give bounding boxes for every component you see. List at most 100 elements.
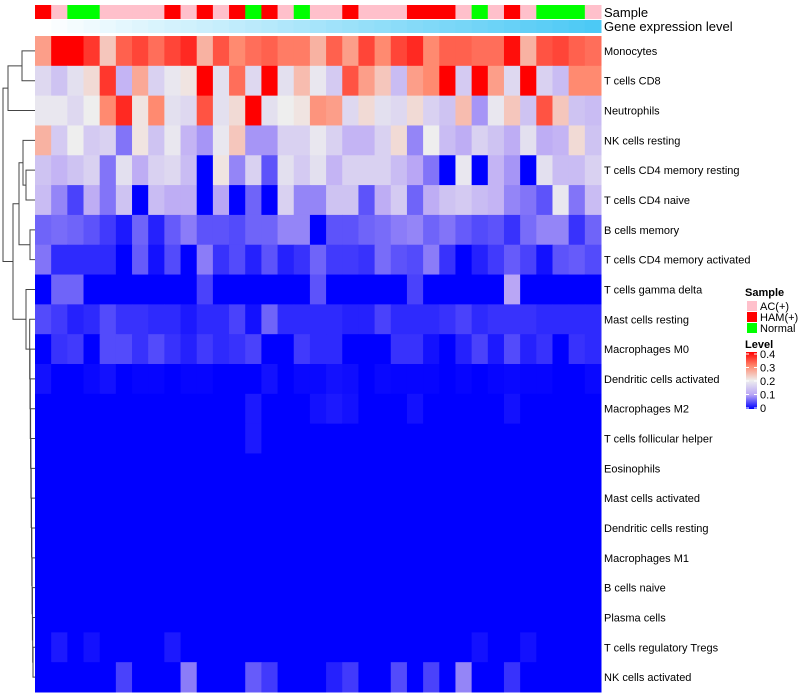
heatmap-cell (568, 542, 586, 574)
heatmap-cell (245, 393, 262, 425)
heatmap-cell (212, 244, 230, 276)
sample-annotation-cell (503, 5, 521, 19)
heatmap-cell (552, 95, 570, 126)
heatmap-cell (148, 274, 165, 305)
heatmap-cell (309, 304, 327, 335)
heatmap-cell (503, 274, 521, 305)
heatmap-cell (115, 423, 133, 454)
heatmap-cell (115, 602, 133, 633)
heatmap-cell (439, 274, 456, 305)
heatmap-cell (261, 364, 279, 395)
heatmap-cell (164, 304, 182, 335)
heatmap-cell (212, 125, 230, 156)
heatmap-cell (99, 36, 117, 67)
heatmap-cell (83, 214, 101, 246)
heatmap-cell (293, 542, 311, 574)
heatmap-cell (35, 244, 52, 276)
heatmap-cell (358, 65, 376, 97)
heatmap-cell (471, 65, 489, 97)
heatmap-cell (35, 542, 52, 574)
sample-annotation-cell (326, 5, 343, 19)
annotation-label-sample: Sample (604, 5, 648, 20)
heatmap-cell (390, 572, 408, 604)
heatmap-cell (115, 483, 133, 514)
heatmap-cell (35, 214, 52, 246)
heatmap-cell (180, 393, 198, 425)
heatmap-cell (164, 185, 182, 216)
heatmap-cell (406, 155, 424, 186)
heatmap-cell (536, 334, 553, 365)
heatmap-cell (67, 155, 85, 186)
sample-annotation-cell (115, 5, 133, 19)
heatmap-cell (536, 453, 553, 484)
heatmap-cell (358, 274, 376, 305)
heatmap-cell (520, 155, 537, 186)
heatmap-cell (536, 65, 553, 97)
colorbar-tick-label: 0.3 (760, 363, 775, 375)
heatmap-cell (309, 542, 327, 574)
heatmap-cell (51, 36, 68, 67)
heatmap-cell (342, 453, 359, 484)
heatmap-cell (115, 95, 133, 126)
heatmap-cell (374, 334, 392, 365)
heatmap-cell (439, 662, 456, 693)
heatmap-cell (99, 542, 117, 574)
heatmap-cell (115, 125, 133, 156)
heatmap-cell (67, 95, 85, 126)
heatmap-cell (245, 304, 262, 335)
heatmap-cell (406, 214, 424, 246)
gene-expression-annotation-cell (326, 20, 343, 33)
heatmap-cell (309, 244, 327, 276)
heatmap-cell (552, 36, 570, 67)
heatmap-cell (471, 513, 489, 544)
heatmap-cell (261, 36, 279, 67)
heatmap-cell (455, 423, 473, 454)
heatmap-cell (374, 185, 392, 216)
heatmap-cell (212, 155, 230, 186)
heatmap-cell (277, 572, 295, 604)
heatmap-cell (471, 334, 489, 365)
heatmap-cell (309, 453, 327, 484)
gene-expression-annotation-cell (584, 20, 602, 33)
heatmap-cell (390, 513, 408, 544)
heatmap-cell (471, 244, 489, 276)
heatmap-cell (115, 334, 133, 365)
heatmap-cell (164, 423, 182, 454)
heatmap-cell (439, 453, 456, 484)
heatmap-cell (261, 95, 279, 126)
heatmap-cell (99, 453, 117, 484)
column-annotations (35, 5, 602, 33)
heatmap-cell (406, 364, 424, 395)
heatmap-cell (164, 542, 182, 574)
heatmap-cell (148, 632, 165, 663)
heatmap-cell (196, 125, 214, 156)
heatmap-cell (212, 393, 230, 425)
heatmap-cell (99, 364, 117, 395)
heatmap-cell (245, 662, 262, 693)
heatmap-cell (326, 95, 343, 126)
heatmap-cell (99, 423, 117, 454)
heatmap-cell (423, 393, 440, 425)
heatmap-cell (196, 632, 214, 663)
heatmap-cell (277, 244, 295, 276)
heatmap-cell (99, 632, 117, 663)
heatmap-cell (245, 155, 262, 186)
heatmap-cell (245, 334, 262, 365)
heatmap-cell (293, 334, 311, 365)
heatmap-cell (83, 483, 101, 514)
heatmap-cell (67, 513, 85, 544)
heatmap-cell (390, 662, 408, 693)
heatmap-cell (245, 185, 262, 216)
heatmap-cell (503, 542, 521, 574)
heatmap-cell (552, 632, 570, 663)
heatmap-cell (164, 364, 182, 395)
heatmap-cell (584, 483, 602, 514)
heatmap-cell (326, 453, 343, 484)
row-label: Dendritic cells resting (604, 523, 709, 535)
heatmap-cell (309, 662, 327, 693)
heatmap-cell (326, 662, 343, 693)
heatmap-cell (35, 334, 52, 365)
heatmap-cell (423, 244, 440, 276)
dendrogram-branch (32, 616, 35, 663)
